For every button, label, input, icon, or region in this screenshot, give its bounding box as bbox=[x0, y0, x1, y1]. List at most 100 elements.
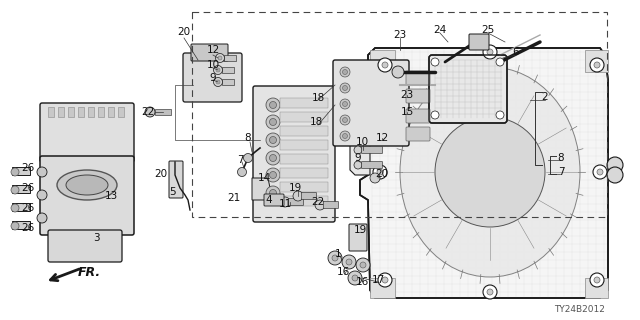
Text: 15: 15 bbox=[401, 107, 413, 117]
Text: 22: 22 bbox=[312, 197, 324, 207]
Circle shape bbox=[483, 45, 497, 59]
Text: 23: 23 bbox=[401, 90, 413, 100]
FancyBboxPatch shape bbox=[323, 202, 339, 209]
Circle shape bbox=[360, 262, 366, 268]
Bar bbox=[280, 126, 328, 136]
Bar bbox=[88, 107, 94, 117]
Circle shape bbox=[216, 68, 220, 72]
Text: 8: 8 bbox=[557, 153, 564, 163]
Circle shape bbox=[315, 200, 325, 210]
Circle shape bbox=[218, 56, 222, 60]
Bar bbox=[155, 109, 171, 115]
Circle shape bbox=[37, 167, 47, 177]
Circle shape bbox=[11, 186, 19, 194]
Circle shape bbox=[354, 161, 362, 169]
Bar bbox=[280, 140, 328, 150]
Bar bbox=[222, 67, 234, 73]
Text: 19: 19 bbox=[353, 225, 367, 235]
Circle shape bbox=[352, 275, 358, 281]
Ellipse shape bbox=[400, 67, 580, 277]
Circle shape bbox=[346, 259, 352, 265]
Circle shape bbox=[431, 58, 439, 66]
Circle shape bbox=[269, 137, 276, 143]
Text: 4: 4 bbox=[266, 195, 272, 205]
FancyBboxPatch shape bbox=[429, 55, 507, 123]
Bar bbox=[48, 107, 54, 117]
Circle shape bbox=[37, 213, 47, 223]
Circle shape bbox=[356, 258, 370, 272]
Text: 14: 14 bbox=[257, 173, 271, 183]
Circle shape bbox=[237, 167, 246, 177]
Bar bbox=[12, 185, 30, 193]
Circle shape bbox=[496, 58, 504, 66]
FancyBboxPatch shape bbox=[362, 162, 383, 169]
Circle shape bbox=[269, 101, 276, 108]
Circle shape bbox=[269, 189, 276, 196]
Bar bbox=[68, 107, 74, 117]
Text: 26: 26 bbox=[21, 223, 35, 233]
Text: 12: 12 bbox=[206, 45, 220, 55]
Polygon shape bbox=[585, 278, 608, 298]
Text: 1: 1 bbox=[335, 249, 341, 259]
Circle shape bbox=[269, 118, 276, 125]
Bar bbox=[222, 79, 234, 85]
FancyBboxPatch shape bbox=[349, 224, 367, 251]
Circle shape bbox=[487, 289, 493, 295]
Text: TY24B2012: TY24B2012 bbox=[555, 306, 605, 315]
Bar bbox=[78, 107, 84, 117]
Text: 22: 22 bbox=[141, 107, 155, 117]
Text: 19: 19 bbox=[289, 183, 301, 193]
Bar bbox=[280, 98, 328, 108]
Circle shape bbox=[216, 53, 225, 62]
Circle shape bbox=[269, 155, 276, 162]
Bar bbox=[98, 107, 104, 117]
Circle shape bbox=[594, 277, 600, 283]
Ellipse shape bbox=[66, 175, 108, 195]
Bar bbox=[12, 167, 30, 175]
Circle shape bbox=[342, 255, 356, 269]
Circle shape bbox=[145, 107, 155, 117]
Circle shape bbox=[342, 101, 348, 107]
Circle shape bbox=[382, 277, 388, 283]
Bar bbox=[12, 221, 30, 229]
Circle shape bbox=[348, 271, 362, 285]
Text: 25: 25 bbox=[481, 25, 495, 35]
Circle shape bbox=[340, 67, 350, 77]
Circle shape bbox=[435, 117, 545, 227]
Circle shape bbox=[340, 131, 350, 141]
Polygon shape bbox=[252, 178, 270, 200]
Text: 12: 12 bbox=[376, 133, 388, 143]
Circle shape bbox=[342, 133, 348, 139]
Circle shape bbox=[342, 85, 348, 91]
Text: 20: 20 bbox=[376, 169, 388, 179]
Polygon shape bbox=[350, 120, 370, 175]
Bar bbox=[192, 12, 607, 217]
Text: 26: 26 bbox=[21, 163, 35, 173]
Bar bbox=[280, 196, 328, 206]
Circle shape bbox=[340, 83, 350, 93]
Circle shape bbox=[214, 77, 223, 86]
Text: 20: 20 bbox=[154, 169, 168, 179]
Bar bbox=[224, 55, 236, 61]
Circle shape bbox=[487, 49, 493, 55]
Circle shape bbox=[370, 173, 380, 183]
Circle shape bbox=[266, 168, 280, 182]
Circle shape bbox=[293, 191, 303, 201]
Circle shape bbox=[373, 165, 387, 179]
Text: 8: 8 bbox=[244, 133, 252, 143]
Bar bbox=[280, 182, 328, 192]
Bar bbox=[58, 107, 64, 117]
Text: 20: 20 bbox=[177, 27, 191, 37]
Ellipse shape bbox=[57, 170, 117, 200]
Text: 26: 26 bbox=[21, 183, 35, 193]
Text: 2: 2 bbox=[541, 92, 548, 102]
Circle shape bbox=[378, 58, 392, 72]
Circle shape bbox=[382, 62, 388, 68]
Circle shape bbox=[378, 273, 392, 287]
Circle shape bbox=[590, 58, 604, 72]
Circle shape bbox=[594, 62, 600, 68]
FancyBboxPatch shape bbox=[40, 103, 134, 162]
Text: 18: 18 bbox=[312, 93, 324, 103]
Text: 24: 24 bbox=[433, 25, 447, 35]
Circle shape bbox=[597, 169, 603, 175]
